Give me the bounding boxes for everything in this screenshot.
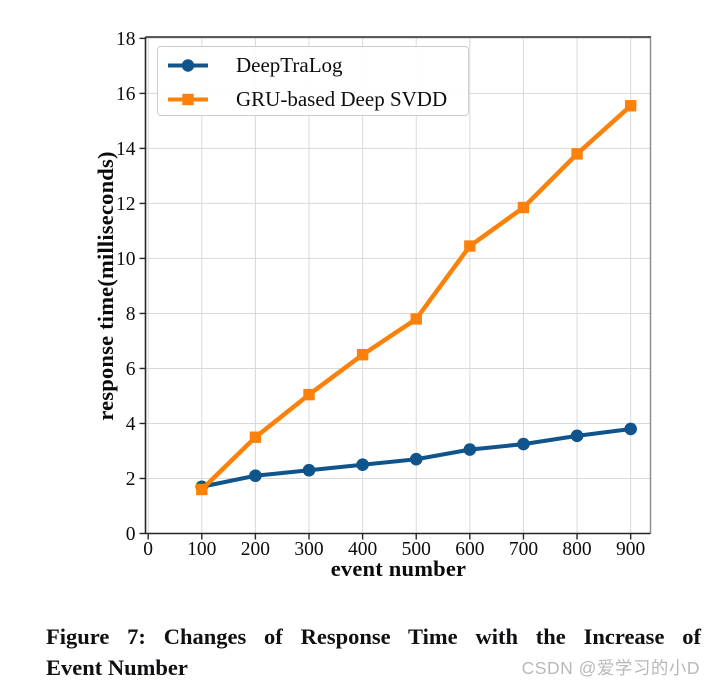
data-point-circle bbox=[463, 443, 477, 456]
data-point-square bbox=[410, 313, 422, 325]
x-tick-label: 200 bbox=[241, 539, 270, 560]
tick-labels: 0 100 200 300 400 500 600 700 800 900 0 2 4 6 8 10 12 14 1… bbox=[116, 29, 645, 560]
legend-label-deeptralog: DeepTraLog bbox=[236, 52, 343, 77]
data-point-square bbox=[196, 483, 208, 496]
figure-caption: Figure 7: Changes of Response Time with … bbox=[46, 621, 701, 683]
data-point-square bbox=[356, 349, 369, 361]
data-point-square bbox=[464, 240, 476, 252]
caption-line-2: Event Number bbox=[46, 655, 188, 680]
y-tick-label: 0 bbox=[126, 524, 136, 545]
data-point-circle bbox=[356, 458, 369, 472]
data-point-square bbox=[249, 431, 262, 443]
data-point-square bbox=[517, 201, 530, 214]
legend-item-gru-svdd: GRU-based Deep SVDD bbox=[167, 82, 468, 116]
y-tick-label: 12 bbox=[116, 194, 136, 215]
y-axis-title: response time(milliseconds) bbox=[93, 151, 118, 421]
x-tick-label: 600 bbox=[455, 539, 484, 560]
x-tick-label: 100 bbox=[187, 539, 216, 560]
x-tick-label: 700 bbox=[509, 539, 538, 560]
gru-svdd-line-marker-icon bbox=[168, 93, 208, 105]
caption-line-1: Figure 7: Changes of Response Time with … bbox=[46, 624, 701, 649]
x-tick-label: 300 bbox=[294, 539, 323, 560]
watermark: CSDN @爱学习的小D bbox=[521, 658, 700, 678]
x-tick-label: 500 bbox=[402, 539, 431, 560]
axes-spines bbox=[144, 36, 652, 535]
x-tick-label: 0 bbox=[143, 539, 153, 560]
legend: DeepTraLog GRU-based Deep SVDD bbox=[157, 46, 469, 116]
legend-label-gru-svdd: GRU-based Deep SVDD bbox=[236, 86, 448, 111]
data-point-square bbox=[624, 100, 637, 112]
data-point-circle bbox=[517, 437, 530, 451]
y-tick-label: 6 bbox=[126, 359, 136, 380]
data-point-circle bbox=[302, 463, 316, 477]
y-tick-label: 2 bbox=[126, 469, 136, 490]
y-tick-label: 16 bbox=[116, 84, 136, 105]
data-point-square bbox=[303, 388, 315, 401]
series-gru-based-deep-svdd bbox=[196, 100, 637, 496]
x-tick-label: 900 bbox=[616, 539, 645, 560]
deeptralog-line-marker-icon bbox=[168, 58, 208, 72]
y-tick-label: 4 bbox=[126, 414, 136, 435]
series-deeptralog bbox=[195, 422, 637, 494]
legend-item-deeptralog: DeepTraLog bbox=[167, 48, 468, 82]
x-tick-label: 400 bbox=[348, 539, 377, 560]
y-tick-label: 10 bbox=[116, 249, 136, 270]
data-point-circle bbox=[249, 469, 262, 483]
data-point-circle bbox=[409, 452, 423, 466]
y-tick-label: 18 bbox=[116, 29, 136, 50]
data-point-circle bbox=[624, 422, 637, 436]
x-tick-label: 800 bbox=[562, 539, 591, 560]
line-chart-plot: 0 100 200 300 400 500 600 700 800 900 0 2 4 6 8 10 12 14 1… bbox=[116, 29, 652, 560]
data-point-square bbox=[571, 148, 583, 160]
tick-marks bbox=[139, 37, 632, 540]
data-point-circle bbox=[570, 429, 584, 443]
y-tick-label: 14 bbox=[116, 139, 136, 160]
y-tick-label: 8 bbox=[126, 304, 136, 325]
x-axis-title: event number bbox=[330, 556, 467, 581]
